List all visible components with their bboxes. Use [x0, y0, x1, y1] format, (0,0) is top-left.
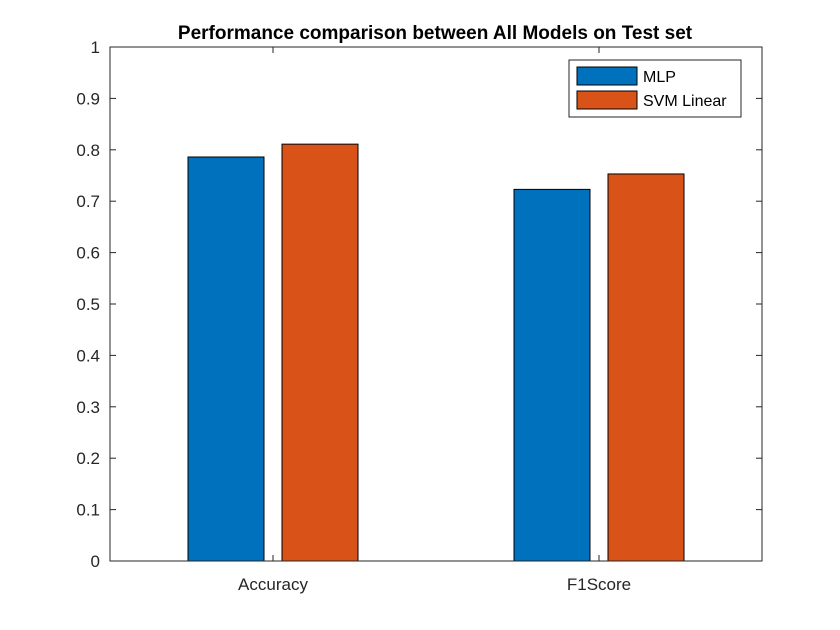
bars-group [187, 143, 685, 562]
legend-label: MLP [643, 69, 676, 86]
y-tick-label: 0.6 [76, 244, 100, 263]
legend: MLP SVM Linear [568, 59, 742, 118]
y-tick-label: 0 [91, 552, 100, 571]
x-tick-label: F1Score [567, 575, 631, 594]
bar-mlp-f1score [513, 188, 591, 562]
bar-mlp-accuracy [187, 156, 265, 562]
y-tick-label: 0.9 [76, 89, 100, 108]
bar-svm-linear-f1score [607, 173, 685, 562]
chart-title: Performance comparison between All Model… [178, 23, 693, 44]
legend-label: SVM Linear [643, 93, 727, 110]
y-tick-label: 0.7 [76, 192, 100, 211]
y-tick-label: 0.2 [76, 449, 100, 468]
y-tick-label: 0.1 [76, 501, 100, 520]
bar-svm-linear-accuracy [281, 143, 359, 562]
x-axis: Accuracy F1Score [238, 47, 631, 594]
y-tick-label: 0.5 [76, 295, 100, 314]
y-tick-label: 0.4 [76, 346, 100, 365]
x-tick-label: Accuracy [238, 575, 308, 594]
legend-swatch [576, 66, 638, 86]
y-tick-label: 0.3 [76, 398, 100, 417]
y-tick-label: 0.8 [76, 141, 100, 160]
legend-swatch [576, 90, 638, 110]
y-axis: 0 0.1 0.2 0.3 0.4 0.5 0.6 0.7 0.8 0.9 1 [76, 38, 762, 571]
y-tick-label: 1 [91, 38, 100, 57]
